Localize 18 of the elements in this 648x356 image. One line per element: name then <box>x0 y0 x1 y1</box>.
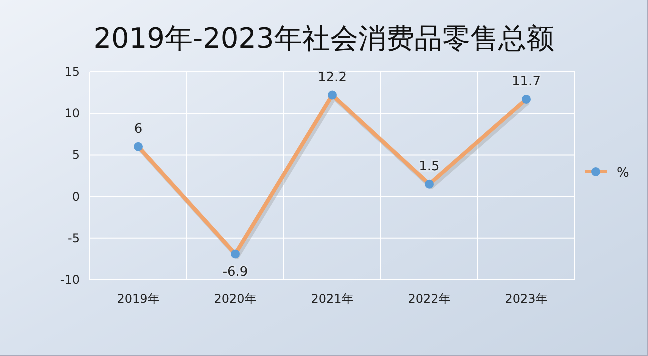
y-tick-label: 10 <box>64 106 80 121</box>
x-tick-label: 2023年 <box>505 292 548 306</box>
y-tick-label: -10 <box>60 273 80 287</box>
data-label: -6.9 <box>222 265 248 280</box>
y-tick-label: -5 <box>68 231 80 246</box>
x-tick-label: 2022年 <box>408 292 451 306</box>
y-tick-label: 15 <box>64 65 80 79</box>
data-label: 12.2 <box>318 70 347 86</box>
data-label: 11.7 <box>512 74 541 90</box>
data-label: 1.5 <box>419 159 440 174</box>
y-tick-label: 5 <box>72 148 80 162</box>
x-tick-label: 2019年 <box>117 292 160 306</box>
y-tick-label: 0 <box>72 190 80 204</box>
data-label: 6 <box>134 122 143 137</box>
x-tick-label: 2020年 <box>214 292 257 306</box>
x-tick-label: 2021年 <box>311 292 354 306</box>
chart-title: 2019年-2023年社会消费品零售总额 <box>94 22 554 55</box>
legend-label: % <box>617 166 630 181</box>
